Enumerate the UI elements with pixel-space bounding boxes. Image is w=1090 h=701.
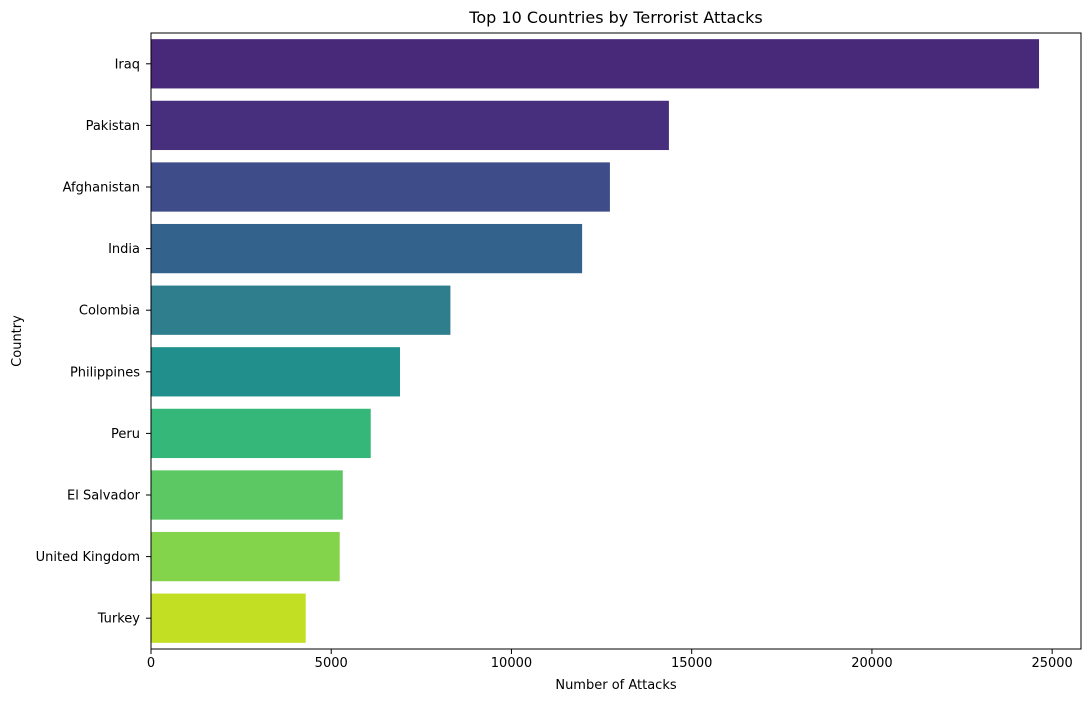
bar-philippines [151,347,401,397]
y-tick-label: Afghanistan [63,181,140,196]
bar-united-kingdom [151,531,340,582]
x-tick-label: 15000 [671,656,712,671]
x-tick-label: 20000 [851,656,892,671]
y-tick-label: Philippines [70,365,140,380]
bar-colombia [151,285,451,335]
y-tick-label: United Kingdom [36,550,140,565]
x-tick-label: 0 [147,656,155,671]
bar-peru [151,408,371,459]
plot-frame [150,32,1082,650]
bar-iraq [151,39,1040,89]
x-axis-label: Number of Attacks [555,678,677,693]
y-axis-ticks: Iraq Pakistan Afghanistan India Colombia Phil… [36,57,151,627]
bars-group [151,39,1040,643]
x-tick-label: 10000 [491,656,532,671]
chart-title: Top 10 Countries by Terrorist Attacks [468,8,762,27]
y-tick-label: El Salvador [67,489,141,504]
y-tick-label: Pakistan [86,119,140,134]
y-tick-label: Peru [111,427,140,442]
bar-india [151,223,583,274]
y-tick-label: India [108,242,140,257]
y-axis-label: Country [10,315,25,367]
y-tick-label: Iraq [115,57,140,72]
x-axis-ticks: 0 5000 10000 15000 20000 25000 [147,649,1073,671]
bar-pakistan [151,100,669,151]
bar-el-salvador [151,470,343,520]
bar-turkey [151,593,306,643]
x-tick-label: 25000 [1031,656,1072,671]
y-tick-label: Colombia [79,304,140,319]
x-tick-label: 5000 [315,656,348,671]
bar-afghanistan [151,162,610,212]
y-tick-label: Turkey [97,612,141,627]
